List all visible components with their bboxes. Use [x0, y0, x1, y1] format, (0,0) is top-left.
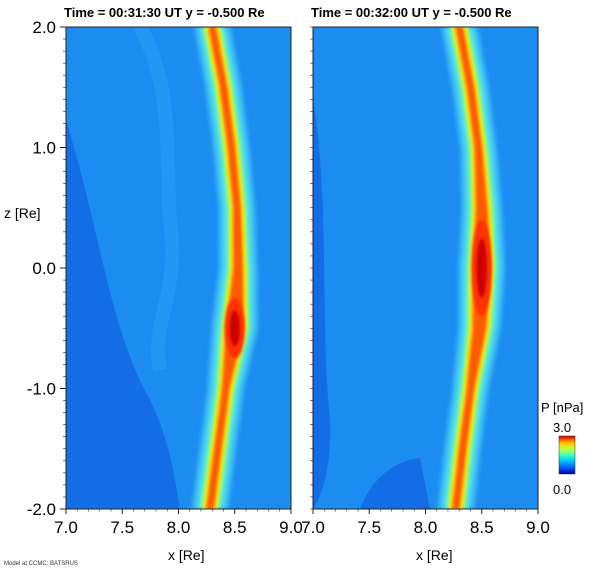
colorbar-gradient	[558, 435, 576, 475]
x-tick-label: 7.0	[54, 518, 78, 537]
y-tick-label: -1.0	[27, 380, 56, 399]
pressure-ridge-left	[192, 27, 258, 509]
heatmap-left	[66, 27, 291, 509]
ridge-layer-orange	[452, 27, 491, 509]
pressure-ridge-right	[437, 27, 505, 509]
colorbar-max-label: 3.0	[553, 420, 571, 435]
panel-left: Time = 00:31:30 UT y = -0.500 Re 7.0 7.5 8…	[4, 5, 303, 563]
panel-right: Time = 00:32:00 UT y = -0.500 Re 7.0 7.5 8…	[301, 5, 550, 563]
midlevel-band-left	[133, 27, 180, 372]
x-tick-label: 7.5	[357, 518, 381, 537]
pressure-peak-core	[476, 238, 487, 298]
axes-right: 7.0 7.5 8.0 8.5 9.0	[301, 26, 550, 537]
panel-left-title: Time = 00:31:30 UT y = -0.500 Re	[64, 5, 265, 20]
low-pressure-strip-right	[313, 100, 331, 509]
x-tick-label: 9.0	[526, 518, 550, 537]
y-tick-label: 1.0	[32, 139, 56, 158]
low-pressure-region-left	[66, 120, 180, 509]
x-tick-label: 7.5	[110, 518, 134, 537]
pressure-peak-core	[229, 310, 240, 347]
panel-right-title: Time = 00:32:00 UT y = -0.500 Re	[311, 5, 512, 20]
heatmap-right	[313, 27, 538, 509]
x-tick-label: 7.0	[301, 518, 325, 537]
y-tick-label: 0.0	[32, 259, 56, 278]
low-pressure-region-right	[360, 458, 430, 509]
axes-left: 7.0 7.5 8.0 8.5 9.0 2.0 1.0 0.0 -1.0 -2.0	[27, 18, 303, 537]
ridge-layer-orange	[206, 27, 244, 509]
x-tick-label: 8.0	[167, 518, 191, 537]
y-tick-label: -2.0	[27, 500, 56, 519]
x-tick-label: 8.5	[223, 518, 247, 537]
x-axis-label-left: x [Re]	[168, 547, 205, 563]
colorbar: P [nPa] 3.0 0.0	[541, 400, 583, 497]
ridge-layer-yellow	[204, 27, 246, 509]
x-axis-label-right: x [Re]	[416, 547, 453, 563]
x-tick-label: 8.0	[414, 518, 438, 537]
model-credit: Model at CCMC: BATSRUS	[4, 561, 78, 567]
colorbar-label: P [nPa]	[541, 400, 583, 415]
ridge-layer-yellow	[450, 27, 493, 509]
y-tick-label: 2.0	[32, 18, 56, 37]
colorbar-min-label: 0.0	[553, 482, 571, 497]
x-tick-label: 8.5	[470, 518, 494, 537]
x-tick-label: 9.0	[279, 518, 303, 537]
y-axis-label: z [Re]	[4, 205, 41, 221]
